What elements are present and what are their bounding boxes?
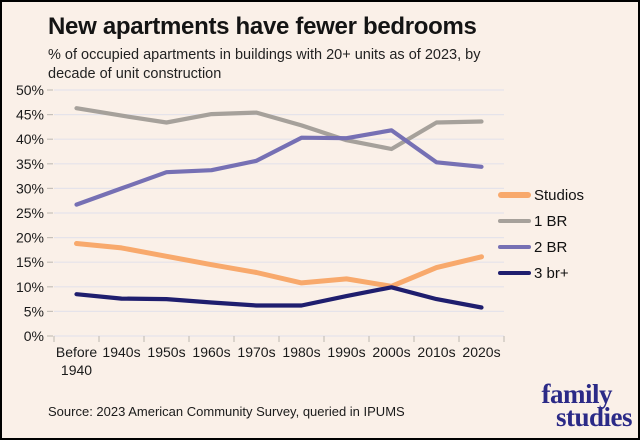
series-line-studios <box>74 241 484 289</box>
x-axis-label: 1950s <box>147 344 185 360</box>
chart-subtitle-line1: % of occupied apartments in buildings wi… <box>48 47 481 63</box>
y-axis-label: 15% <box>16 254 44 270</box>
y-axis-label: 40% <box>16 131 44 147</box>
legend-item-1-br: 1 BR <box>498 208 584 234</box>
chart-legend: Studios 1 BR 2 BR 3 br+ <box>498 182 584 286</box>
x-axis-label: 1990s <box>327 344 365 360</box>
x-axis-label: 1980s <box>282 344 320 360</box>
x-axis-label: 2020s <box>462 344 500 360</box>
y-axis-label: 35% <box>16 156 44 172</box>
legend-item-2-br: 2 BR <box>498 234 584 260</box>
logo-word-family: family <box>541 379 613 409</box>
family-studies-logo: family studies <box>541 379 633 432</box>
y-axis-label: 45% <box>16 107 44 123</box>
x-axis-label: 1960s <box>192 344 230 360</box>
legend-item-studios: Studios <box>498 182 584 208</box>
source-note: Source: 2023 American Community Survey, … <box>48 404 405 419</box>
y-axis-label: 30% <box>16 180 44 196</box>
y-axis-label: 5% <box>24 303 44 319</box>
series-line-1-br <box>74 106 484 152</box>
y-axis-label: 50% <box>16 82 44 98</box>
x-axis-label: 1970s <box>237 344 275 360</box>
series-line-2-br <box>74 128 484 207</box>
y-axis-label: 20% <box>16 230 44 246</box>
x-axis-label: 2010s <box>417 344 455 360</box>
y-axis-label: 0% <box>24 328 44 344</box>
legend-swatch-1-br <box>498 219 531 223</box>
legend-swatch-3-br <box>498 271 531 275</box>
legend-label-3-br: 3 br+ <box>534 264 569 282</box>
x-axis-label: 1940s <box>102 344 140 360</box>
chart-subtitle: % of occupied apartments in buildings wi… <box>48 46 568 83</box>
logo-word-studies: studies <box>555 402 633 432</box>
chart-subtitle-line2: decade of unit construction <box>48 65 222 82</box>
x-axis-label: 1940 <box>61 362 92 378</box>
x-axis-label: 2000s <box>372 344 410 360</box>
legend-label-studios: Studios <box>534 186 585 204</box>
legend-swatch-studios <box>498 192 531 198</box>
y-axis-label: 10% <box>16 279 44 295</box>
series-line-3-br <box>74 285 484 310</box>
legend-label-1-br: 1 BR <box>534 212 568 230</box>
y-axis-label: 25% <box>16 205 44 221</box>
chart-title: New apartments have fewer bedrooms <box>48 13 477 40</box>
legend-item-3-br: 3 br+ <box>498 260 584 286</box>
legend-swatch-2-br <box>498 245 531 249</box>
x-axis-label: Before <box>56 344 97 360</box>
legend-label-2-br: 2 BR <box>534 238 568 256</box>
